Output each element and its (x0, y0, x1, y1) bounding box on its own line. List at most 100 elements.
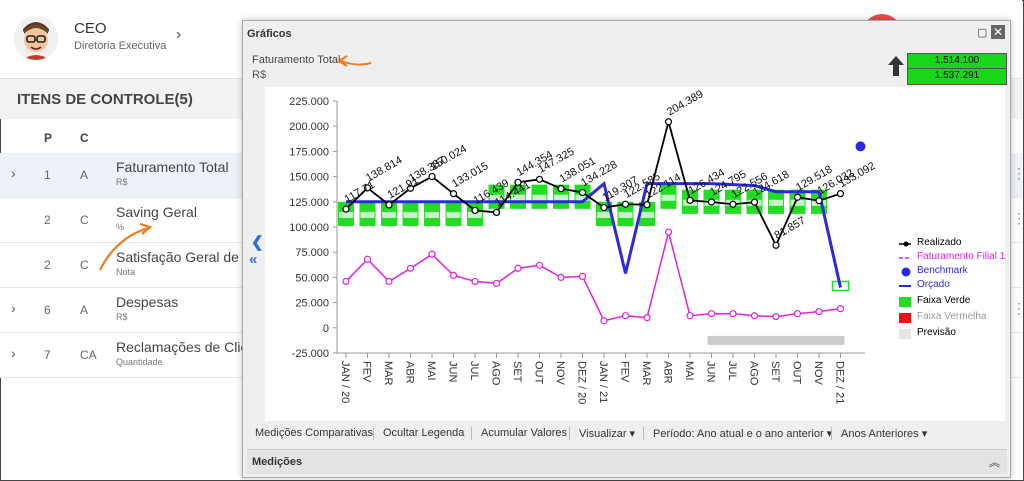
previsao-box (640, 211, 654, 218)
prev-icon[interactable]: ❮ (251, 234, 264, 251)
x-tick-label: NOV (554, 361, 566, 386)
realizado-line-point (793, 193, 802, 201)
user-name: CEO (74, 20, 107, 37)
realizado-line-point (471, 206, 479, 215)
previsao-box (554, 194, 568, 201)
filial-line-point (471, 277, 479, 286)
realizado-data-label: 81.857 (773, 215, 808, 242)
x-tick-label: AGO (490, 361, 502, 386)
filial-line (345, 231, 841, 322)
filial-line-point (557, 273, 565, 281)
realizado-line-point (707, 198, 716, 206)
row-p: 1 (44, 168, 51, 182)
y-tick-label: 200.000 (289, 121, 329, 133)
chart-area: -25.000 0 25.000 50.000 75.000 100.000 125.000… (265, 87, 1005, 421)
filial-line-point (707, 310, 716, 318)
x-tick-label: FEV (619, 361, 631, 383)
previsao-box (446, 211, 461, 218)
filial-line-point (815, 308, 823, 316)
measurements-title: Medições (252, 456, 303, 468)
previsao-box (790, 199, 805, 206)
chevron-right-icon[interactable]: › (176, 26, 182, 43)
x-tick-label: JUL (726, 361, 738, 381)
realizado-data-label: 133.015 (450, 160, 490, 190)
realizado-line-point (621, 200, 630, 208)
x-tick-label: JUN (705, 361, 717, 382)
y-tick-label: 50.000 (295, 272, 329, 284)
row-name[interactable]: Despesas (116, 294, 179, 310)
realizado-data-label: 138.814 (364, 154, 404, 184)
avatar[interactable] (14, 16, 58, 60)
values-box: 1.514.100 1.537.291 (907, 53, 1007, 85)
previsao-box (661, 194, 676, 201)
first-icon[interactable]: « (249, 251, 258, 268)
filial-line-point (729, 310, 737, 318)
more-icon[interactable]: ⋮ (1012, 300, 1024, 316)
x-tick-label: OUT (791, 361, 803, 385)
column-header-p: P (44, 131, 53, 145)
row-c: A (80, 303, 89, 317)
filial-line-point (686, 312, 694, 320)
filial-line-point (772, 313, 780, 321)
row-name[interactable]: Reclamações de Clier (116, 339, 253, 355)
realizado-line-point (686, 196, 694, 204)
orcado-line (346, 180, 842, 288)
hide-legend-button[interactable]: Ocultar Legenda (383, 427, 465, 439)
filial-line-point (406, 264, 415, 272)
row-p: 6 (44, 303, 51, 317)
x-tick-label: MAR (640, 361, 652, 386)
row-c: CA (80, 348, 97, 362)
more-icon[interactable]: ⋮ (1012, 210, 1024, 226)
view-dropdown[interactable]: Visualizar ▾ (579, 428, 636, 440)
annotation-arrow-icon (99, 222, 153, 271)
trend-up-icon (888, 56, 904, 76)
x-tick-label: JUN (447, 361, 459, 382)
y-tick-label: 0 (323, 323, 329, 335)
divider (373, 427, 374, 440)
accumulate-button[interactable]: Acumular Valores (481, 427, 567, 439)
realizado-line-point (729, 200, 737, 208)
y-tick-label: 175.000 (289, 146, 329, 158)
filial-line-point (600, 317, 608, 325)
x-tick-label: ABR (404, 361, 416, 384)
comparative-button[interactable]: Medições Comparativas (255, 427, 373, 439)
x-tick-label: SET (769, 361, 781, 383)
x-tick-label: MAI (425, 361, 437, 381)
realizado-line-point (600, 203, 608, 212)
expand-chevron-icon[interactable]: › (11, 345, 16, 361)
realizado-line (345, 118, 841, 248)
realizado-line-point (836, 190, 845, 198)
y-tick-label: 125.000 (289, 197, 329, 209)
previsao-box (769, 199, 783, 206)
filial-line-point (621, 312, 630, 320)
realizado-line-point (385, 201, 393, 209)
previsao-box (403, 211, 418, 218)
realizado-line-point (557, 185, 565, 193)
annotation-arrow-icon (337, 55, 372, 67)
realizado-line-point (643, 201, 651, 209)
row-name[interactable]: Satisfação Geral de C (116, 249, 253, 265)
collapse-icon[interactable]: ︽ (989, 457, 1000, 469)
realizado-line-point (406, 184, 415, 192)
y-tick-label: 150.000 (289, 172, 329, 184)
value-2: 1.537.291 (934, 70, 980, 81)
measurements-panel[interactable]: Medições ︽ (247, 449, 1007, 474)
value-1: 1.514.100 (908, 54, 1006, 69)
row-unit: Quantidade (116, 357, 163, 367)
row-name[interactable]: Faturamento Total (116, 159, 229, 175)
close-icon[interactable]: ✕ (991, 25, 1005, 39)
more-icon[interactable]: ⋮ (1012, 165, 1024, 181)
realizado-data-label: 204.389 (665, 88, 705, 118)
x-tick-label: FEV (361, 361, 373, 383)
expand-chevron-icon[interactable]: › (11, 300, 16, 316)
previsao-box (532, 194, 547, 201)
indicator-unit: R$ (252, 69, 267, 81)
row-name[interactable]: Saving Geral (116, 204, 197, 220)
minimize-icon[interactable]: ▢ (977, 27, 988, 39)
realizado-line-point (772, 241, 780, 249)
y-tick-label: 25.000 (295, 298, 329, 310)
previous-years-dropdown[interactable]: Anos Anteriores ▾ (841, 428, 928, 440)
period-dropdown[interactable]: Período: Ano atual e o ano anterior ▾ (653, 428, 833, 440)
realizado-line-point (578, 188, 587, 197)
expand-chevron-icon[interactable]: › (11, 165, 16, 181)
